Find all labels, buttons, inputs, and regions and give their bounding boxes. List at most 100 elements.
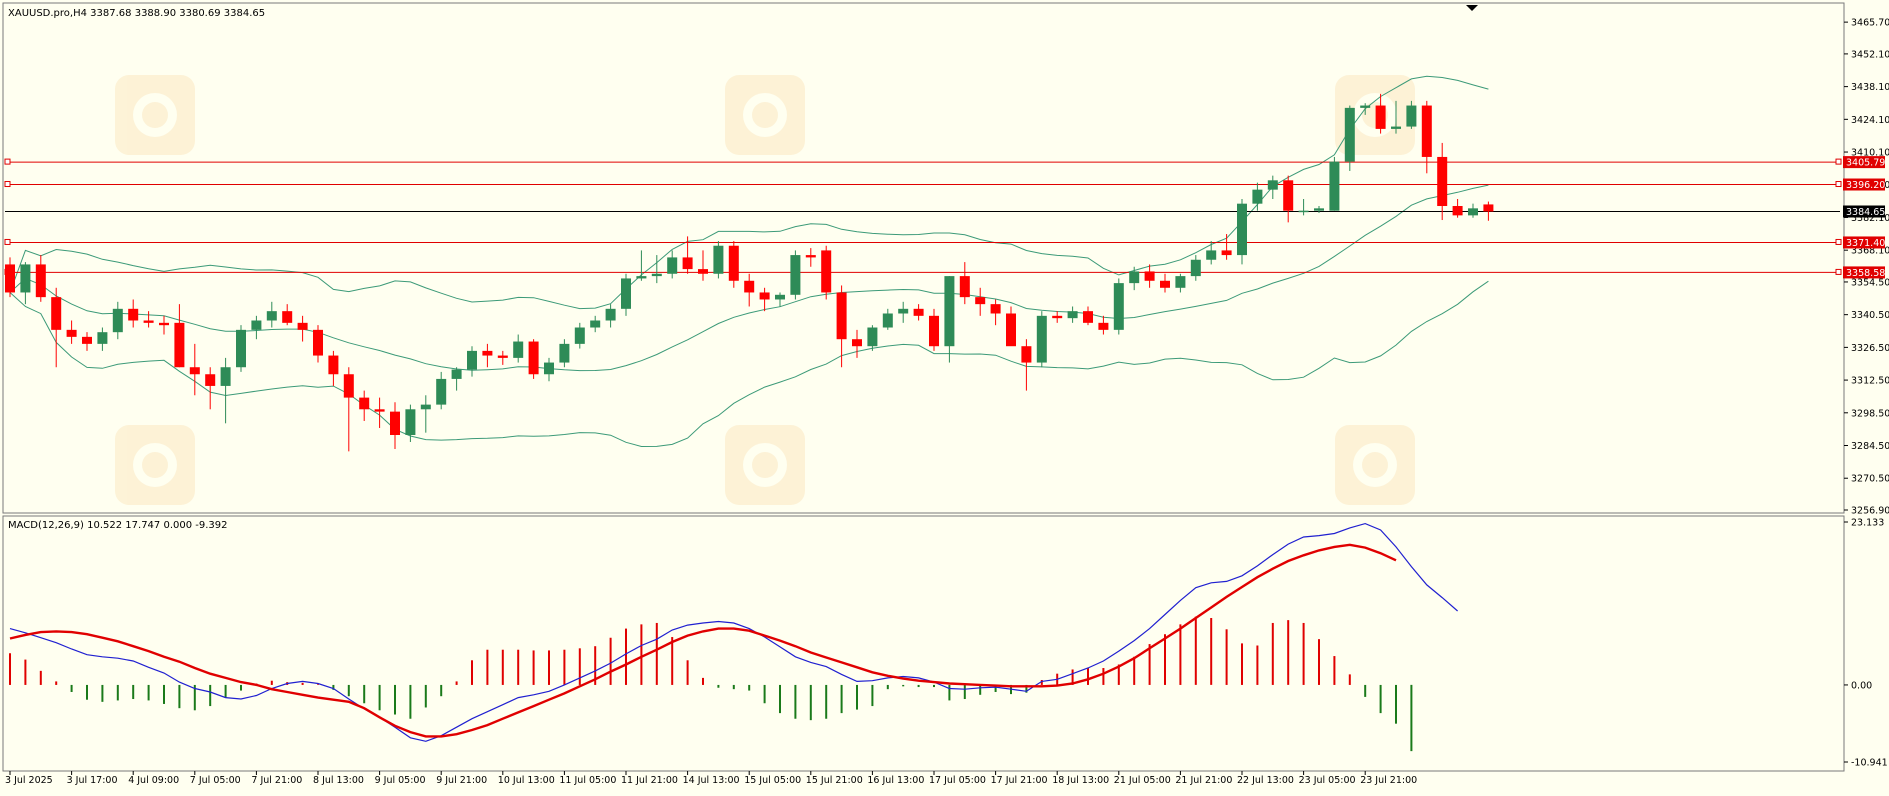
candle <box>1421 100 1432 174</box>
candle <box>128 299 139 328</box>
macd-tick-label: 0.00 <box>1851 680 1872 691</box>
candle <box>713 241 724 279</box>
time-tick-label: 10 Jul 13:00 <box>498 775 555 786</box>
level-anchor[interactable] <box>4 238 11 245</box>
candle <box>1375 93 1386 134</box>
wikifx-watermarks <box>115 75 1415 505</box>
candle <box>959 262 970 305</box>
level-price-label: 3371.40 <box>1846 238 1885 249</box>
candle <box>898 301 909 323</box>
macd-axis: 23.133 0.00 -10.941 <box>1844 518 1888 769</box>
candle <box>497 350 508 365</box>
candle <box>790 250 801 300</box>
level-anchor[interactable] <box>1835 181 1842 188</box>
candle <box>436 371 447 410</box>
candle <box>913 304 924 321</box>
candle <box>882 308 893 330</box>
price-tick-label: 3284.50 <box>1851 441 1889 452</box>
price-tick-label: 3270.50 <box>1851 474 1889 485</box>
time-tick-label: 17 Jul 21:00 <box>991 775 1048 786</box>
price-tick-label: 3326.50 <box>1851 343 1889 354</box>
candle <box>1267 175 1278 200</box>
level-anchor[interactable] <box>1835 158 1842 165</box>
candle <box>251 315 262 340</box>
macd-tick-label: -10.941 <box>1851 758 1888 769</box>
time-tick-label: 7 Jul 21:00 <box>251 775 302 786</box>
candle <box>1406 100 1417 129</box>
price-tick-label: 3465.70 <box>1851 18 1889 29</box>
candle <box>821 245 832 300</box>
time-tick-label: 11 Jul 05:00 <box>559 775 616 786</box>
price-tick-label: 3312.50 <box>1851 376 1889 387</box>
price-panel[interactable] <box>4 75 1842 452</box>
candle <box>867 325 878 351</box>
time-tick-label: 7 Jul 05:00 <box>190 775 241 786</box>
candle <box>1298 199 1309 216</box>
time-tick-label: 18 Jul 13:00 <box>1052 775 1109 786</box>
candle <box>97 327 108 351</box>
candle <box>1237 199 1247 265</box>
candle <box>266 301 277 328</box>
candle <box>297 315 308 342</box>
candle <box>1206 241 1217 265</box>
level-price-label: 3396.20 <box>1846 180 1885 191</box>
level-price-label: 3358.58 <box>1846 268 1885 279</box>
level-price-box <box>1843 266 1885 279</box>
price-tick-label: 3256.90 <box>1851 506 1889 517</box>
candle <box>1021 339 1032 391</box>
candle <box>1113 278 1124 335</box>
candle <box>82 332 92 351</box>
candle <box>728 241 739 288</box>
candle <box>682 236 693 274</box>
candle <box>390 402 400 450</box>
candle <box>1483 201 1494 221</box>
time-tick-label: 15 Jul 05:00 <box>744 775 801 786</box>
candle <box>236 325 246 372</box>
candle <box>20 262 31 305</box>
candle <box>574 322 585 349</box>
candle <box>975 287 986 316</box>
candle <box>698 250 708 281</box>
candle <box>1437 142 1448 221</box>
candle <box>852 329 862 358</box>
level-anchor[interactable] <box>4 158 11 165</box>
level-anchor[interactable] <box>4 181 11 188</box>
time-tick-label: 21 Jul 05:00 <box>1114 775 1171 786</box>
horizontal-levels[interactable] <box>4 158 1842 275</box>
candle <box>451 367 462 391</box>
current-price-box <box>1843 205 1885 218</box>
candle <box>420 395 431 433</box>
candle <box>51 287 62 368</box>
candle <box>1083 306 1093 326</box>
macd-panel[interactable] <box>9 522 1458 752</box>
candle <box>1175 273 1186 293</box>
candle <box>1221 234 1232 260</box>
candle <box>1344 105 1355 171</box>
price-tick-label: 3340.50 <box>1851 310 1889 321</box>
wikifx-watermark <box>115 425 195 505</box>
candle <box>636 250 647 281</box>
candle <box>328 350 339 386</box>
price-tick-label: 3354.50 <box>1851 277 1889 288</box>
candle <box>1067 306 1078 323</box>
wikifx-watermark <box>1335 425 1415 505</box>
candle <box>405 404 416 443</box>
level-price-label: 3405.79 <box>1846 158 1885 169</box>
current-price-label: 3384.65 <box>1846 207 1885 218</box>
candle <box>1452 199 1463 218</box>
candle <box>482 343 493 368</box>
candle <box>467 346 477 377</box>
time-tick-label: 3 Jul 2025 <box>5 775 53 786</box>
candle <box>836 285 847 368</box>
level-anchor[interactable] <box>1835 268 1842 275</box>
shift-marker-icon[interactable] <box>1466 5 1478 11</box>
wikifx-watermark <box>725 75 805 155</box>
candle <box>66 320 77 344</box>
price-axis: 3465.70 3452.10 3438.10 3424.10 3410.10 3396.… <box>1843 18 1889 517</box>
level-anchor[interactable] <box>1835 238 1842 245</box>
time-tick-label: 3 Jul 17:00 <box>67 775 118 786</box>
price-tick-label: 3382.10 <box>1851 213 1889 224</box>
time-tick-label: 11 Jul 21:00 <box>621 775 678 786</box>
